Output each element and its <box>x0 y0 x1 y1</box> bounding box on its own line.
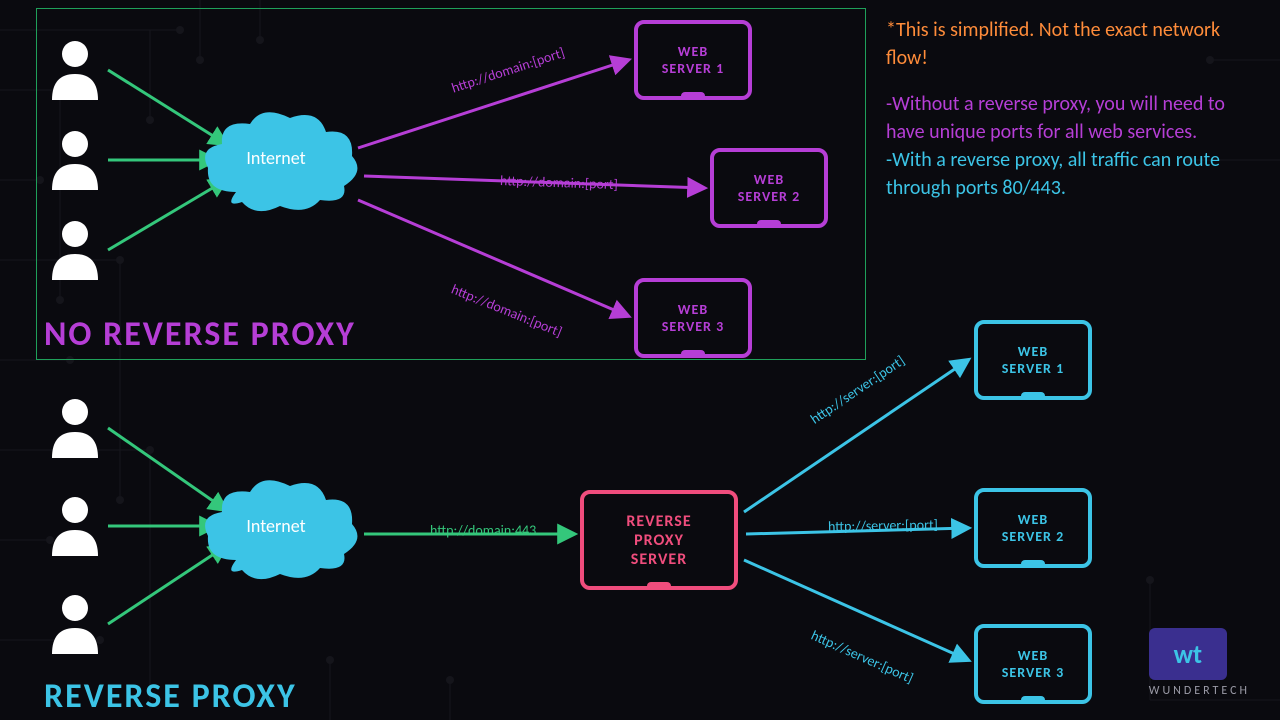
no-proxy-title: NO REVERSE PROXY <box>44 314 356 355</box>
web-server-cyan: WEBSERVER 2 <box>974 488 1092 568</box>
user-icon <box>48 592 102 654</box>
info-paragraph-2: -With a reverse proxy, all traffic can r… <box>886 146 1256 202</box>
logo-text: wt <box>1174 638 1202 670</box>
web-server-purple: WEBSERVER 2 <box>710 148 828 228</box>
internet-cloud: Internet <box>196 476 356 576</box>
cloud-label: Internet <box>246 147 305 169</box>
reverse-proxy-server: REVERSEPROXYSERVER <box>580 490 738 590</box>
user-icon <box>48 494 102 556</box>
logo-subtitle: WUNDERTECH <box>1149 684 1250 698</box>
info-warning: *This is simplified. Not the exact netwo… <box>886 16 1256 72</box>
info-block: *This is simplified. Not the exact netwo… <box>886 16 1256 202</box>
user-icon <box>48 396 102 458</box>
edge-label: http://server:[port] <box>828 516 938 535</box>
brand-logo: wt WUNDERTECH <box>1149 628 1250 698</box>
web-server-purple: WEBSERVER 3 <box>634 278 752 358</box>
user-icon <box>48 218 102 280</box>
web-server-cyan: WEBSERVER 3 <box>974 624 1092 704</box>
cloud-label: Internet <box>246 515 305 537</box>
reverse-proxy-title: REVERSE PROXY <box>44 676 297 717</box>
internet-cloud: Internet <box>196 108 356 208</box>
edge-label: http://domain:443 <box>430 522 536 539</box>
edge-label: http://server:[port] <box>807 352 908 428</box>
user-icon <box>48 128 102 190</box>
user-icon <box>48 38 102 100</box>
info-paragraph-1: -Without a reverse proxy, you will need … <box>886 90 1256 146</box>
web-server-cyan: WEBSERVER 1 <box>974 320 1092 400</box>
edge-label: http://server:[port] <box>809 627 916 687</box>
web-server-purple: WEBSERVER 1 <box>634 20 752 100</box>
logo-mark: wt <box>1149 628 1227 680</box>
